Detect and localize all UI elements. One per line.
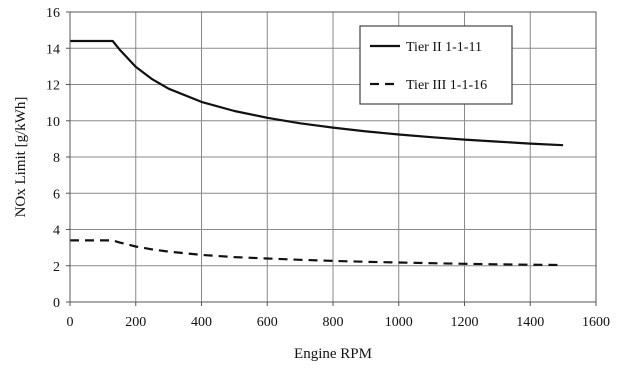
x-tick-label: 1600 (582, 315, 610, 330)
x-tick-label: 400 (191, 315, 212, 330)
y-tick-label: 10 (46, 115, 60, 130)
x-tick-label: 1000 (385, 315, 413, 330)
legend: Tier II 1-1-11 Tier III 1-1-16 (359, 25, 513, 105)
x-axis-title: Engine RPM (294, 346, 372, 362)
series-lines (70, 39, 564, 267)
series-line-tier-iii (70, 239, 564, 267)
x-tick-label: 1400 (516, 315, 544, 330)
y-tick-label: 16 (46, 6, 60, 21)
legend-label-tier-iii: Tier III 1-1-16 (406, 78, 487, 93)
x-tick-label: 600 (257, 315, 278, 330)
y-tick-label: 4 (53, 224, 60, 239)
legend-label-tier-ii: Tier II 1-1-11 (406, 40, 482, 55)
y-tick-label: 8 (53, 151, 60, 166)
y-tick-label: 14 (46, 42, 60, 57)
grid (69, 11, 597, 303)
y-tick-label: 2 (53, 260, 60, 275)
y-tick-label: 0 (53, 296, 60, 311)
x-tick-label: 0 (67, 315, 74, 330)
y-axis-ticks: 0 2 4 6 8 10 12 14 16 (46, 6, 70, 311)
x-tick-label: 800 (323, 315, 344, 330)
legend-box (359, 25, 513, 105)
series-line-tier-ii (70, 39, 564, 147)
x-tick-label: 1200 (451, 315, 479, 330)
y-tick-label: 12 (46, 79, 60, 94)
y-axis-title: NOx Limit [g/kWh] (13, 97, 29, 218)
x-tick-label: 200 (125, 315, 146, 330)
x-axis-ticks: 0 200 400 600 800 1000 1200 1400 1600 (67, 302, 610, 330)
y-tick-label: 6 (53, 187, 60, 202)
